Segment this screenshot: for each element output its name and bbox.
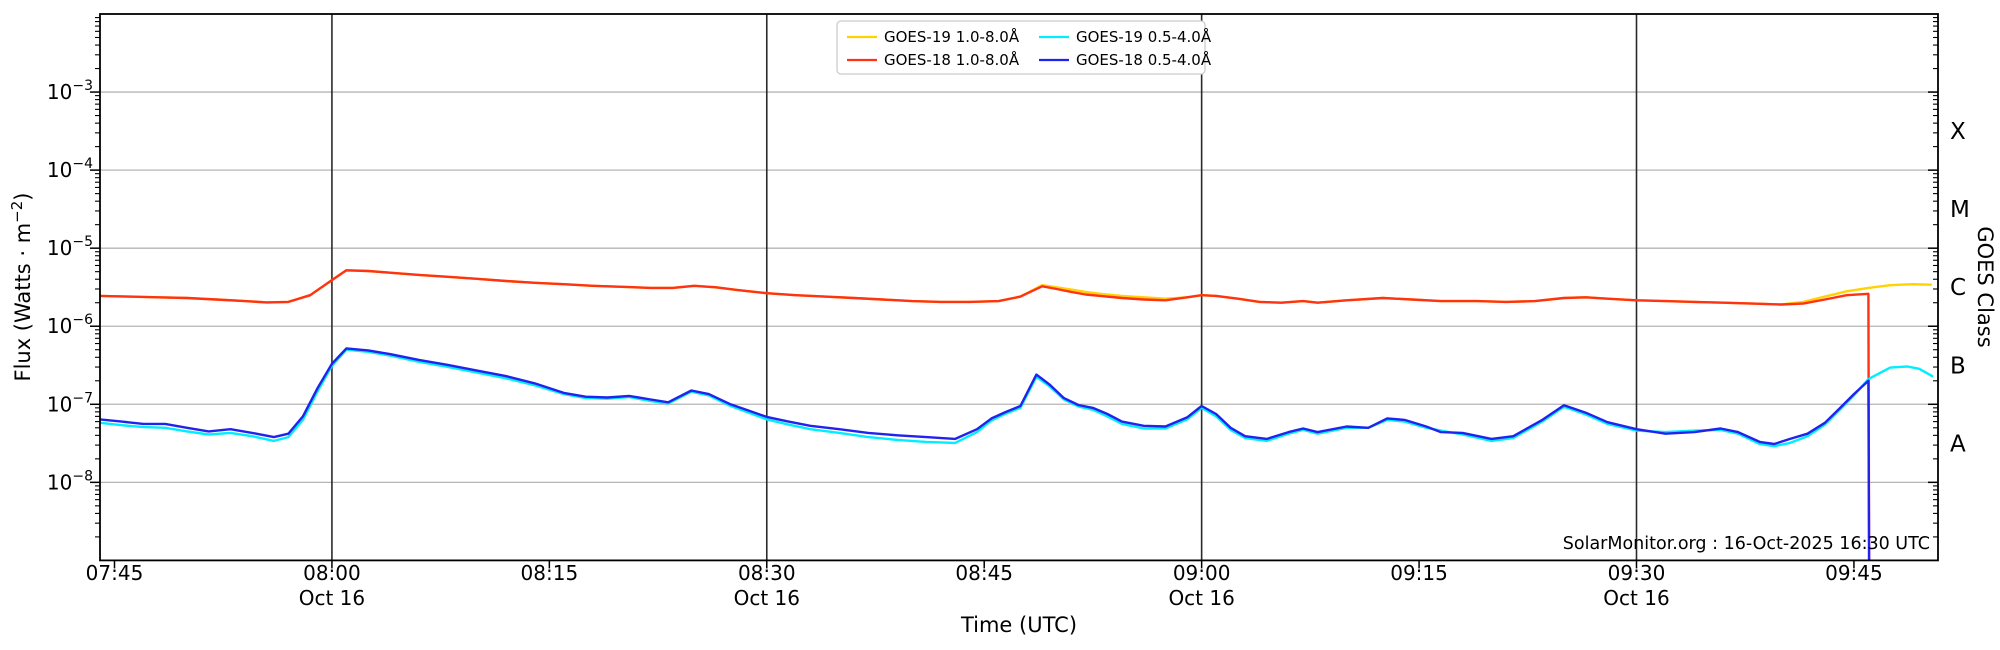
x-tick-label: 09:30 — [1608, 561, 1666, 585]
y-tick-label: 10−5 — [47, 234, 93, 260]
x-date-label: Oct 16 — [734, 586, 800, 610]
x-tick-label: 09:45 — [1825, 561, 1883, 585]
series-goes-19-1-0-8-0- — [100, 269, 1933, 306]
goes-class-letter-m: M — [1950, 197, 1970, 223]
goes-class-letter-c: C — [1950, 275, 1966, 301]
x-tick-label: 08:15 — [521, 561, 579, 585]
y-tick-label: 10−7 — [47, 390, 93, 416]
goes-class-letter-a: A — [1950, 431, 1966, 457]
y-tick-label: 10−3 — [47, 78, 93, 104]
y-tick-label: 10−6 — [47, 312, 93, 338]
x-date-label: Oct 16 — [1603, 586, 1669, 610]
x-tick-label: 09:00 — [1173, 561, 1231, 585]
goes-class-letter-x: X — [1950, 119, 1966, 145]
x-date-label: Oct 16 — [299, 586, 365, 610]
legend-box — [836, 20, 1206, 75]
x-tick-label: 08:45 — [955, 561, 1013, 585]
x-date-label: Oct 16 — [1168, 586, 1234, 610]
legend-label: GOES-19 1.0-8.0Å — [884, 27, 1020, 46]
x-tick-label: 08:30 — [738, 561, 796, 585]
y-tick-label: 10−4 — [47, 156, 93, 182]
x-tick-label: 07:45 — [86, 561, 144, 585]
y2-axis-title: GOES Class — [1973, 226, 1997, 347]
x-tick-label: 08:00 — [303, 561, 361, 585]
x-tick-label: 09:15 — [1390, 561, 1448, 585]
series-group — [100, 269, 1934, 561]
legend-label: GOES-18 1.0-8.0Å — [884, 50, 1020, 69]
y-axis-title: Flux (Watts · m−2) — [8, 192, 35, 381]
plot-frame — [99, 13, 1939, 562]
y-tick-label: 10−8 — [47, 468, 93, 494]
legend-label: GOES-19 0.5-4.0Å — [1076, 27, 1212, 46]
goes-class-letter-b: B — [1950, 353, 1966, 379]
series-goes-19-0-5-4-0- — [100, 348, 1934, 448]
watermark: SolarMonitor.org : 16-Oct-2025 16:30 UTC — [1563, 534, 1930, 554]
series-goes-18-0-5-4-0- — [100, 347, 1871, 561]
legend-label: GOES-18 0.5-4.0Å — [1076, 50, 1212, 69]
x-axis-title: Time (UTC) — [960, 613, 1077, 637]
series-goes-18-1-0-8-0- — [100, 269, 1871, 561]
